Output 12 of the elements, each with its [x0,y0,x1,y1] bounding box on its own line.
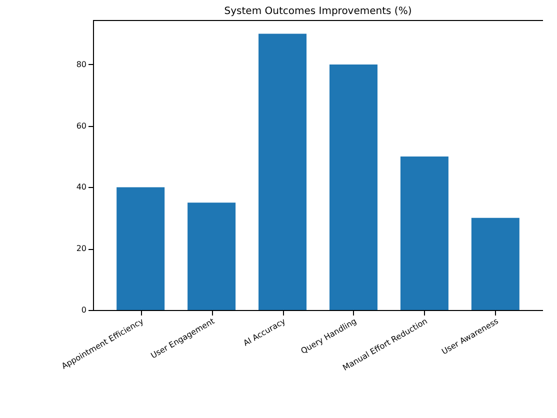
bar [329,64,378,310]
bar [258,34,307,310]
bar [471,218,520,310]
y-tick-label: 20 [76,244,86,254]
y-tick-label: 60 [76,121,86,130]
y-tick-label: 40 [76,182,86,192]
bar [116,187,165,310]
bar [188,202,236,310]
y-tick-label: 80 [76,60,86,69]
y-tick-label: 0 [81,306,86,314]
chart-title: System Outcomes Improvements (%) [224,6,412,17]
bar [400,156,448,310]
